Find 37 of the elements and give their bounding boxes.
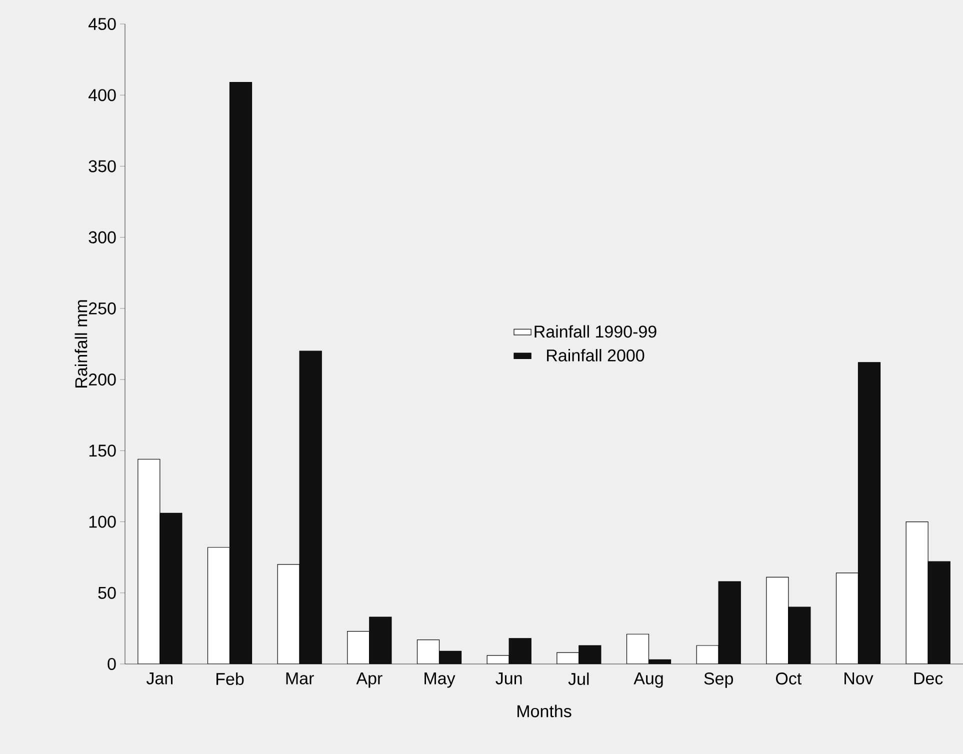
y-tick-label: 150 (89, 444, 116, 457)
bar (578, 646, 601, 664)
x-tick-label: Oct (776, 672, 802, 685)
bar (509, 638, 532, 664)
bar (928, 561, 950, 664)
legend-label: Rainfall 1990-99 (534, 325, 656, 338)
bar (300, 351, 322, 664)
y-tick-label: 100 (89, 516, 116, 528)
x-tick-label: Apr (356, 672, 382, 688)
y-tick-label: 0 (108, 658, 116, 670)
x-tick-label: Feb (216, 672, 244, 686)
x-axis-title: Months (518, 704, 572, 718)
x-tick-label: Mar (286, 672, 314, 684)
y-tick-label: 350 (88, 160, 116, 172)
y-tick-label: 50 (98, 586, 116, 599)
y-tick-label: 300 (88, 231, 116, 244)
bar (718, 582, 741, 664)
y-tick-label: 200 (88, 374, 116, 386)
bar (788, 607, 810, 664)
x-tick-label: Jul (568, 672, 589, 686)
y-tick-label: 250 (88, 302, 116, 314)
y-tick-label: 400 (88, 89, 116, 102)
x-tick-label: Nov (844, 672, 874, 684)
x-tick-label: Dec (914, 672, 943, 684)
x-tick-label: May (424, 672, 456, 688)
bar (230, 82, 252, 664)
legend-label: Rainfall 2000 (547, 348, 644, 362)
bar (160, 513, 182, 664)
x-tick-label: Aug (634, 672, 663, 688)
y-tick-label: 450 (88, 18, 116, 30)
x-tick-label: Jan (146, 672, 173, 684)
x-tick-label: Sep (704, 672, 733, 688)
bar (369, 617, 392, 664)
x-tick-label: Jun (496, 672, 522, 684)
y-axis-title: Rainfall mm (74, 300, 88, 388)
bar (858, 362, 880, 664)
bar (439, 651, 462, 664)
